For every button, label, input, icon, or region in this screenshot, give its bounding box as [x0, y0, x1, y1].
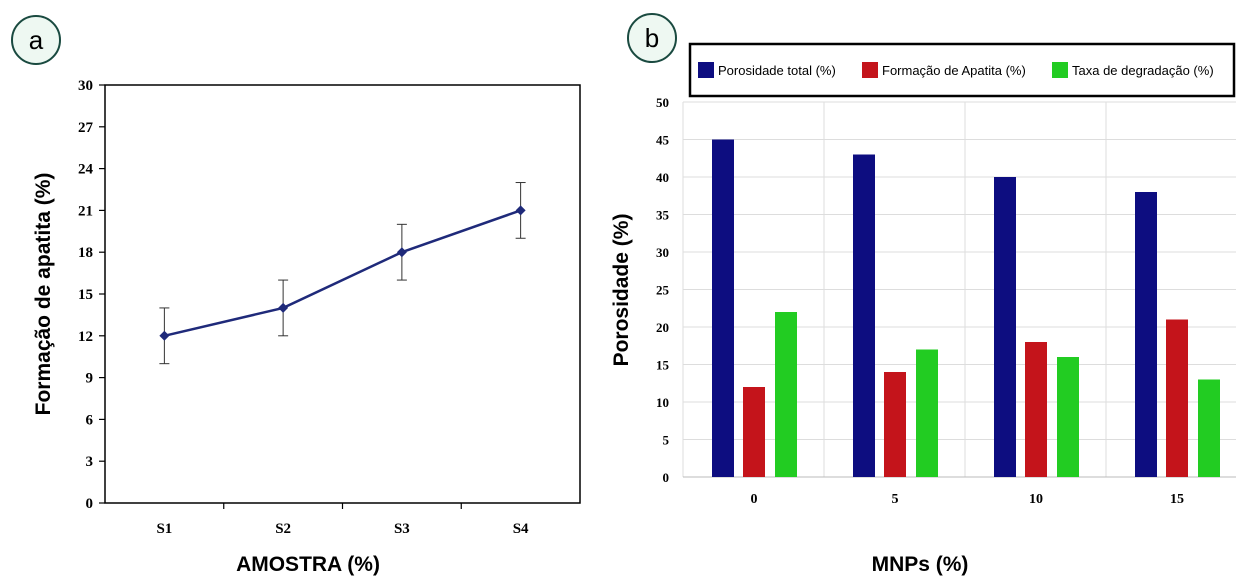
panel-a-y-ticks: 0 3 6 9 12 15 18 21 24 27 30: [78, 78, 105, 512]
x-tick-label: S4: [513, 521, 529, 537]
panel-b-bar-chart: b 0 5 10 15 20 25 30 35 40 45 50 0 5 10 15 Porosidade…: [610, 13, 1236, 576]
data-point: [159, 330, 170, 341]
bar: [775, 312, 797, 477]
legend-swatch: [1052, 62, 1068, 78]
panel-a-plot-frame: [104, 84, 581, 504]
panel-a-y-axis-label: Formação de apatita (%): [32, 173, 55, 416]
bar: [884, 372, 906, 477]
y-tick-label: 45: [656, 133, 670, 148]
y-tick-label: 5: [663, 433, 670, 448]
bar: [712, 139, 734, 477]
bar: [916, 349, 938, 477]
legend-entry-label: Taxa de degradação (%): [1072, 63, 1214, 78]
panel-b-bars: [712, 139, 1220, 477]
panel-a-line-chart: a 0 3 6 9 12 15 18 21 24 27 30 S1 S2 S3 S4 AMOSTRA (%…: [11, 15, 581, 576]
panel-b-legend: Porosidade total (%) Formação de Apatita …: [698, 62, 1214, 78]
panel-a-x-ticks: S1 S2 S3 S4: [156, 503, 529, 537]
panel-a-error-bars: [159, 182, 526, 365]
data-point: [396, 247, 407, 258]
panel-a-label: a: [29, 25, 44, 55]
y-tick-label: 30: [656, 245, 669, 260]
x-tick-label: 0: [751, 492, 758, 507]
bar: [1135, 192, 1157, 477]
legend-swatch: [862, 62, 878, 78]
data-point: [515, 205, 526, 216]
panel-b-label: b: [645, 23, 659, 53]
panel-b-y-ticks: 0 5 10 15 20 25 30 35 40 45 50: [656, 95, 670, 485]
panel-a-label-badge: [11, 15, 61, 65]
x-tick-label: 15: [1170, 492, 1184, 507]
panel-b-x-ticks: 0 5 10 15: [751, 492, 1185, 507]
y-tick-label: 24: [78, 162, 94, 178]
y-tick-label: 6: [86, 412, 94, 428]
y-tick-label: 27: [78, 120, 94, 136]
y-tick-label: 9: [86, 371, 94, 387]
x-tick-label: 5: [892, 492, 899, 507]
y-tick-label: 18: [78, 245, 93, 261]
data-point: [278, 302, 289, 313]
x-tick-label: 10: [1029, 492, 1043, 507]
x-tick-label: S1: [156, 521, 172, 537]
bar: [1057, 357, 1079, 477]
bar: [1025, 342, 1047, 477]
y-tick-label: 40: [656, 170, 669, 185]
y-tick-label: 21: [78, 203, 93, 219]
bar: [994, 177, 1016, 477]
y-tick-label: 15: [78, 287, 93, 303]
y-tick-label: 50: [656, 95, 669, 110]
bar: [743, 387, 765, 477]
legend-swatch: [698, 62, 714, 78]
x-tick-label: S2: [275, 521, 291, 537]
bar: [1166, 319, 1188, 477]
y-tick-label: 15: [656, 358, 670, 373]
y-tick-label: 20: [656, 320, 669, 335]
panel-a-x-axis-label: AMOSTRA (%): [236, 553, 380, 576]
panel-b-legend-box: [688, 42, 1236, 98]
x-tick-label: S3: [394, 521, 410, 537]
y-tick-label: 3: [86, 454, 94, 470]
legend-entry-label: Formação de Apatita (%): [882, 63, 1026, 78]
y-tick-label: 0: [663, 470, 670, 485]
bar: [1198, 379, 1220, 477]
y-tick-label: 35: [656, 208, 670, 223]
y-tick-label: 0: [86, 496, 94, 512]
y-tick-label: 12: [78, 329, 93, 345]
legend-entry-label: Porosidade total (%): [718, 63, 836, 78]
bar: [853, 154, 875, 477]
panel-a-series-line: [164, 209, 522, 338]
panel-b-y-axis-label: Porosidade (%): [610, 214, 633, 367]
panel-b-label-badge: [627, 13, 677, 63]
panel-b-x-axis-label: MNPs (%): [872, 553, 969, 576]
y-tick-label: 25: [656, 283, 670, 298]
y-tick-label: 10: [656, 395, 669, 410]
y-tick-label: 30: [78, 78, 93, 94]
panel-a-points: [159, 205, 526, 341]
